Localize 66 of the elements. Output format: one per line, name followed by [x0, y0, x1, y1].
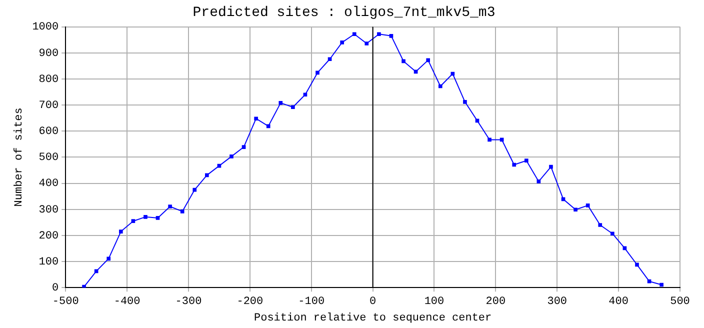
- point: [488, 138, 492, 142]
- point: [254, 116, 258, 121]
- point: [574, 208, 578, 212]
- y-tick-label: 0: [52, 282, 59, 295]
- x-tick-label: 500: [670, 296, 690, 308]
- point: [598, 223, 602, 227]
- point: [278, 101, 283, 105]
- point: [230, 154, 234, 158]
- y-tick-label: 700: [38, 100, 59, 112]
- point: [180, 210, 184, 214]
- point: [463, 100, 467, 104]
- x-tick-label: 200: [486, 296, 506, 308]
- point: [303, 92, 308, 97]
- y-tick-label: 100: [38, 256, 59, 268]
- point: [524, 158, 528, 163]
- x-tick-label: -200: [236, 296, 264, 308]
- x-tick-label: -100: [298, 296, 325, 308]
- x-tick-label: 100: [424, 296, 444, 308]
- point: [512, 162, 516, 167]
- x-tick-label: -300: [175, 296, 202, 308]
- point: [168, 204, 172, 208]
- point: [414, 70, 418, 74]
- y-tick-label: 900: [38, 48, 59, 60]
- chart-title: Predicted sites : oligos_7nt_mkv5_m3: [192, 5, 496, 22]
- point: [402, 59, 406, 64]
- y-tick-label: 500: [38, 152, 59, 164]
- y-axis-title: Number of sites: [14, 108, 26, 207]
- point: [266, 124, 270, 128]
- point: [242, 145, 246, 149]
- y-tick-label: 800: [38, 74, 59, 86]
- point: [389, 34, 394, 38]
- point: [536, 180, 541, 184]
- y-tick-label: 200: [38, 230, 59, 242]
- point: [131, 219, 136, 224]
- point: [377, 32, 381, 36]
- point: [586, 204, 590, 208]
- x-tick-label: 400: [608, 296, 628, 308]
- x-tick-label: -500: [52, 296, 79, 308]
- x-axis-title: Position relative to sequence center: [254, 312, 492, 324]
- x-tick-label: 0: [369, 296, 376, 308]
- point: [438, 84, 442, 88]
- point: [364, 42, 369, 46]
- point: [205, 173, 209, 178]
- point: [340, 40, 344, 44]
- point: [291, 105, 295, 110]
- point: [352, 32, 356, 36]
- point: [610, 232, 614, 236]
- point: [328, 57, 332, 62]
- point: [549, 164, 553, 169]
- y-tick-label: 400: [38, 178, 59, 190]
- y-tick-label: 1000: [32, 22, 59, 34]
- y-tick-label: 300: [38, 204, 59, 216]
- point: [144, 215, 148, 219]
- point: [192, 188, 197, 192]
- point: [660, 282, 664, 287]
- point: [426, 58, 430, 62]
- point: [647, 279, 652, 284]
- point: [156, 216, 160, 220]
- point: [106, 256, 111, 261]
- x-tick-label: -400: [114, 296, 140, 308]
- point: [118, 230, 123, 234]
- point: [82, 284, 86, 288]
- point: [316, 70, 320, 75]
- point: [635, 262, 639, 267]
- y-tick-label: 600: [38, 126, 59, 138]
- x-tick-label: 300: [547, 296, 568, 308]
